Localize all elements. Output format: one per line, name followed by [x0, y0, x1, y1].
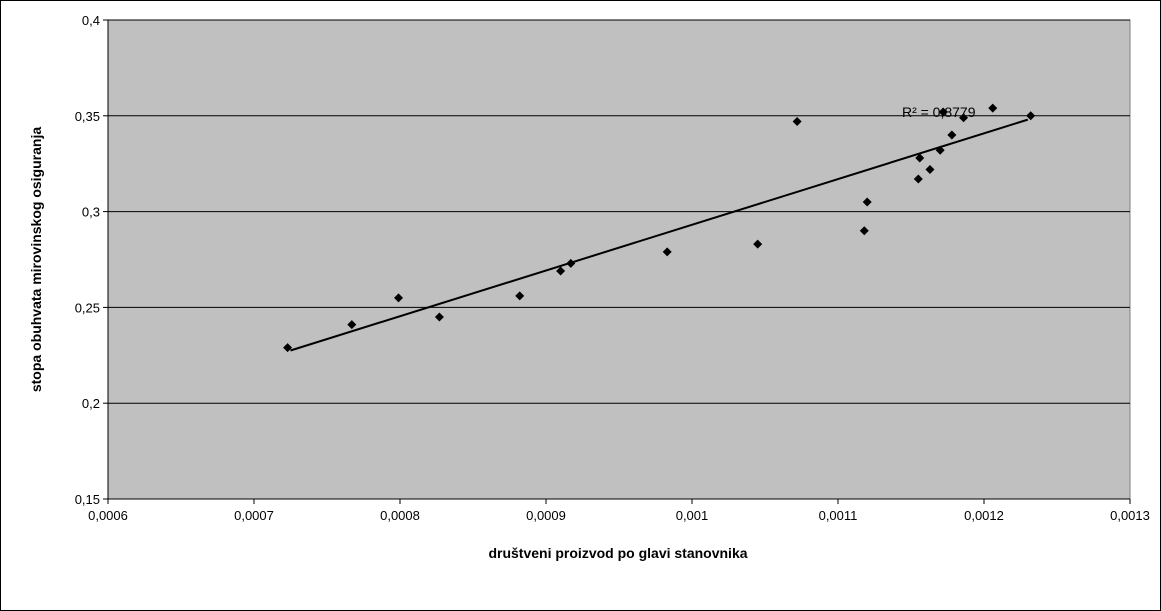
x-tick-label: 0,0007	[234, 508, 274, 523]
y-tick-label: 0,2	[82, 396, 100, 411]
x-tick-label: 0,0011	[819, 508, 858, 523]
y-tick-label: 0,25	[75, 300, 100, 315]
y-tick-label: 0,3	[82, 205, 100, 220]
x-tick-label: 0,0006	[88, 508, 128, 523]
y-tick-label: 0,15	[75, 492, 100, 507]
x-tick-label: 0,0009	[526, 508, 566, 523]
plot-area	[108, 20, 1130, 499]
y-tick-label: 0,35	[75, 109, 100, 124]
y-tick-label: 0,4	[82, 13, 100, 28]
x-axis-title: društveni proizvod po glavi stanovnika	[488, 545, 747, 561]
x-tick-label: 0,0012	[964, 508, 1004, 523]
x-tick-label: 0,0008	[380, 508, 420, 523]
x-tick-label: 0,001	[676, 508, 709, 523]
r-squared-label: R² = 0,8779	[902, 104, 976, 120]
y-axis-title: stopa obuhvata mirovinskog osiguranja	[28, 127, 44, 392]
x-tick-label: 0,0013	[1110, 508, 1150, 523]
